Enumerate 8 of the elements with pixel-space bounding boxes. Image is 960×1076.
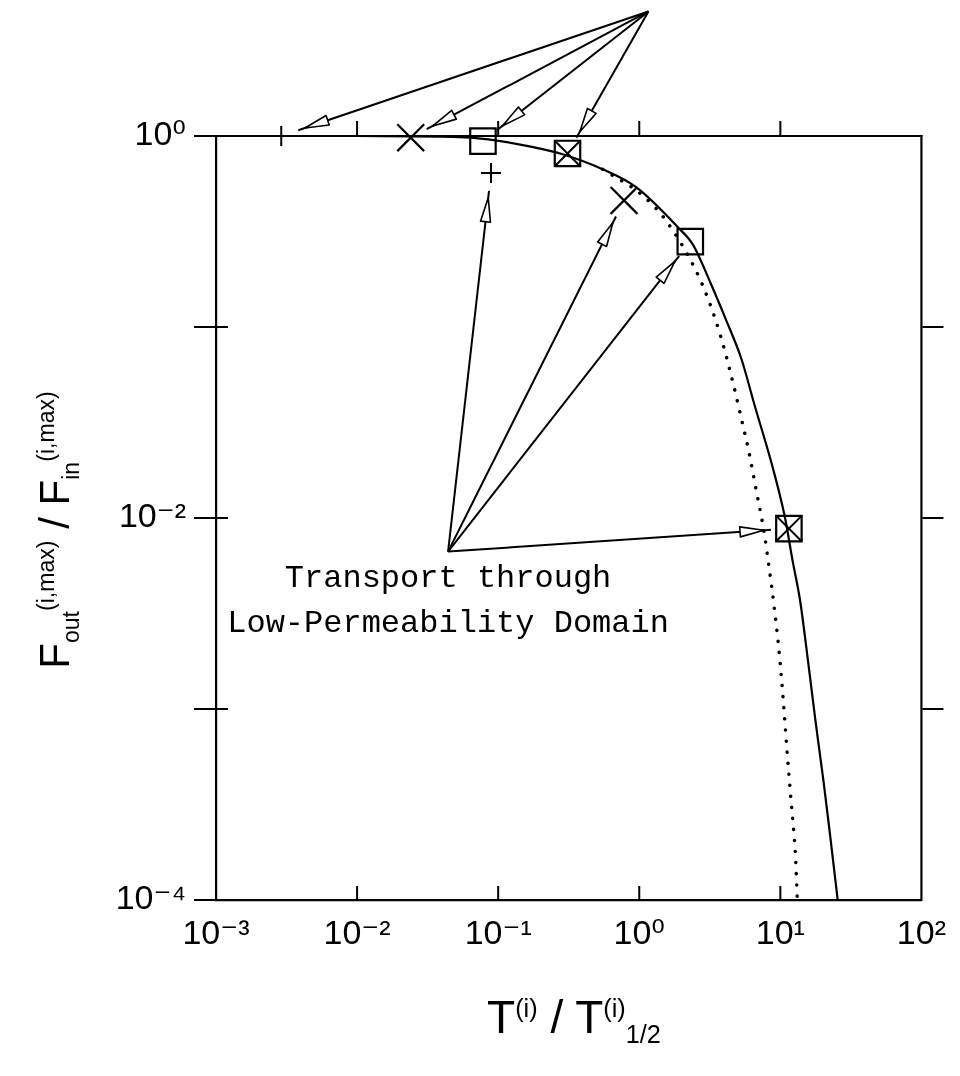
- x-tick-label: 10¹: [755, 912, 805, 951]
- y-tick-label: 10⁰: [134, 114, 186, 153]
- x-tick-label: 10⁰: [613, 912, 665, 951]
- x-tick-label: 10⁻²: [323, 912, 391, 951]
- y-tick-label: 10⁻²: [118, 496, 186, 535]
- x-tick-label: 10⁻¹: [464, 912, 532, 951]
- annotation: Transport through Low-Permeability Domain: [227, 558, 669, 644]
- x-tick-label: 10²: [896, 912, 946, 951]
